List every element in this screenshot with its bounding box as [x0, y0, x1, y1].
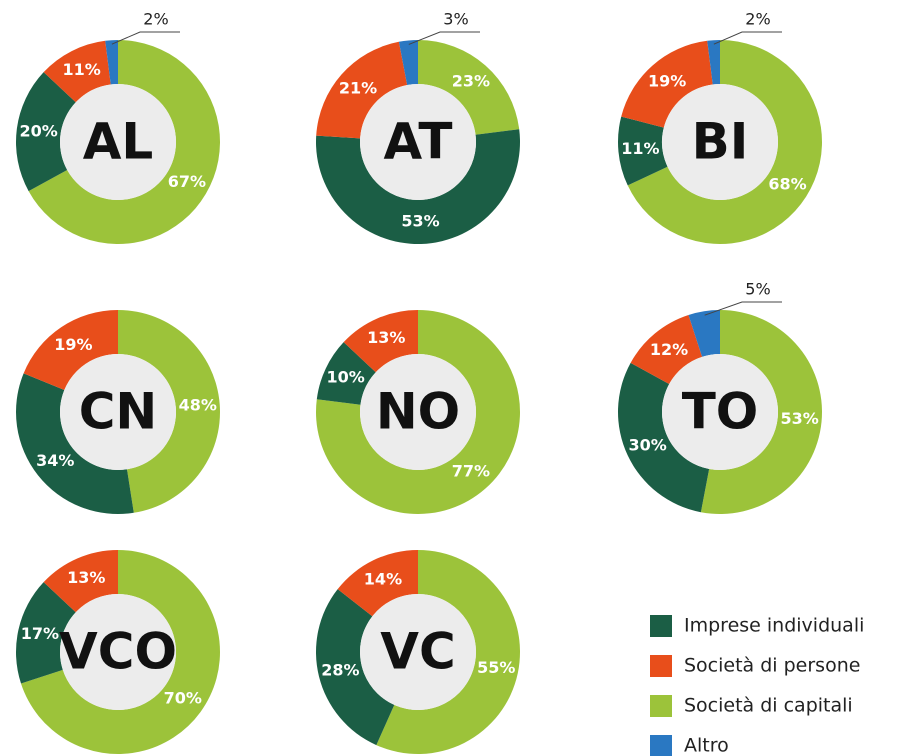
value-label: 20%: [19, 121, 57, 140]
donut-slice: [20, 550, 221, 754]
value-label: 30%: [628, 436, 666, 455]
donut-center: [360, 354, 476, 470]
value-label: 12%: [650, 340, 688, 359]
value-label: 19%: [54, 335, 92, 354]
donut-slice: [316, 41, 408, 139]
value-label: 34%: [36, 451, 74, 470]
donut-slice: [630, 314, 703, 385]
value-label: 13%: [67, 568, 105, 587]
value-label: 23%: [452, 71, 490, 90]
donut-title: CN: [79, 383, 158, 441]
legend-label: Imprese individuali: [684, 615, 864, 637]
donut-center: [60, 354, 176, 470]
legend-swatch: [650, 615, 672, 637]
donut-title: VCO: [59, 623, 177, 681]
value-label: 2%: [745, 10, 770, 29]
donut-slice: [618, 362, 710, 513]
donut-center: [360, 594, 476, 710]
legend-swatch: [650, 695, 672, 717]
legend-label: Società di capitali: [684, 695, 853, 717]
value-label: 70%: [164, 689, 202, 708]
donut-slice: [16, 582, 76, 684]
donut-slice: [118, 310, 221, 513]
donut-slice: [688, 310, 720, 357]
donut-slice: [15, 373, 134, 515]
donut-slice: [316, 589, 395, 746]
donut-title: NO: [376, 383, 460, 441]
donut-center: [60, 84, 176, 200]
leader-line: [408, 31, 480, 45]
legend-label: Altro: [684, 735, 729, 756]
value-label: 28%: [321, 661, 359, 680]
value-label: 11%: [63, 60, 101, 79]
donut-title: VC: [380, 623, 455, 681]
donut-slice: [316, 342, 376, 405]
leader-line: [111, 31, 180, 45]
value-label: 21%: [339, 79, 377, 98]
donut-slice: [23, 310, 118, 391]
donut-slice: [315, 310, 520, 515]
legend-label: Società di persone: [684, 655, 860, 677]
value-label: 3%: [443, 10, 468, 29]
donut-center: [662, 354, 778, 470]
donut-slice: [376, 550, 520, 755]
donut-slice: [343, 310, 418, 373]
value-label: 55%: [477, 658, 515, 677]
donut-slice: [337, 550, 418, 617]
donut-slice: [398, 40, 418, 86]
value-label: 5%: [745, 280, 770, 299]
value-label: 68%: [768, 174, 806, 193]
value-label: 10%: [326, 367, 364, 386]
donut-title: AL: [83, 113, 154, 171]
value-label: 11%: [621, 139, 659, 158]
value-label: 53%: [780, 409, 818, 428]
legend-swatch: [650, 735, 672, 756]
donut-slice: [43, 550, 118, 613]
donut-slice: [15, 72, 76, 192]
value-label: 53%: [401, 211, 439, 230]
donut-slice: [418, 40, 520, 135]
donut-slice: [707, 40, 720, 85]
donut-title: BI: [692, 113, 749, 171]
donut-slice: [28, 40, 221, 245]
donut-center: [662, 84, 778, 200]
value-label: 13%: [367, 328, 405, 347]
donut-title: AT: [384, 113, 453, 171]
legend-swatch: [650, 655, 672, 677]
donut-center: [360, 84, 476, 200]
donut-title: TO: [682, 383, 759, 441]
donut-slice: [621, 40, 713, 128]
donut-slice: [700, 310, 822, 514]
donut-center: [60, 594, 176, 710]
leader-line: [713, 31, 782, 45]
donut-slice: [627, 40, 822, 244]
leader-line: [704, 301, 782, 316]
value-label: 77%: [452, 462, 490, 481]
donut-slice: [618, 116, 668, 186]
value-label: 67%: [168, 172, 206, 191]
value-label: 17%: [21, 624, 59, 643]
value-label: 19%: [648, 71, 686, 90]
value-label: 14%: [364, 570, 402, 589]
donut-slice: [43, 40, 111, 103]
donut-slice: [316, 129, 520, 245]
value-label: 48%: [179, 395, 217, 414]
donut-slice: [105, 40, 118, 85]
value-label: 2%: [143, 10, 168, 29]
